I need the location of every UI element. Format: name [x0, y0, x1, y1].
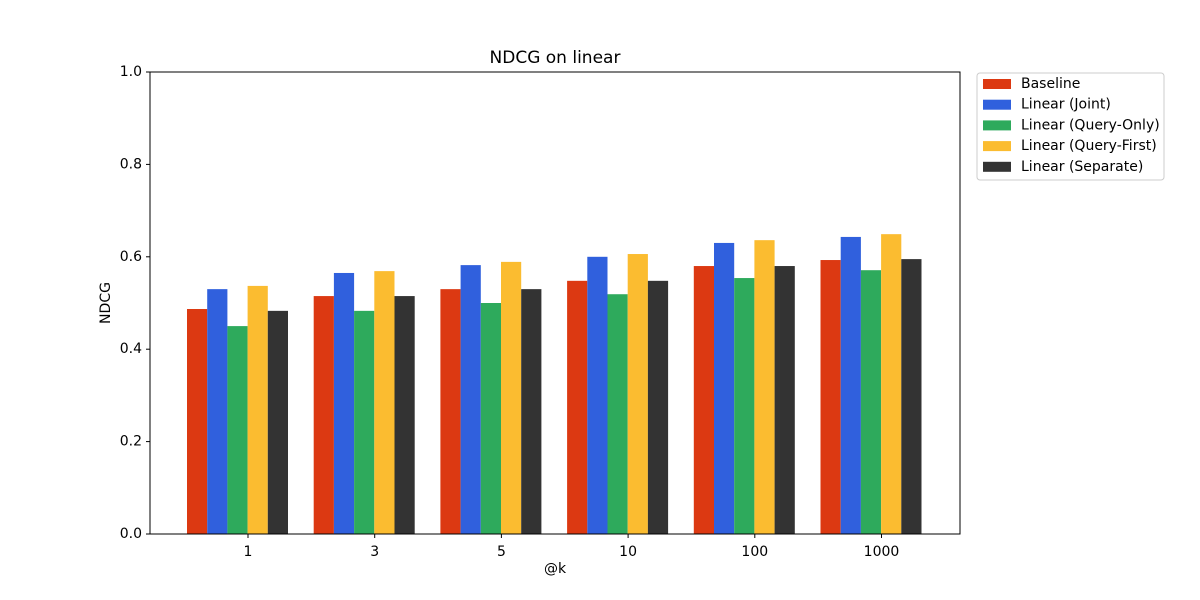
bar — [840, 236, 861, 534]
bar — [754, 240, 775, 534]
bar — [267, 310, 288, 534]
legend-label: Baseline — [1021, 76, 1080, 92]
bar — [460, 265, 481, 534]
x-tick-label: 10 — [619, 544, 637, 560]
x-tick-label: 100 — [741, 544, 768, 560]
bar — [313, 296, 334, 534]
y-tick-label: 0.6 — [120, 249, 142, 265]
x-axis-label: @k — [544, 561, 567, 577]
legend-swatch — [983, 79, 1011, 89]
legend-swatch — [983, 141, 1011, 152]
y-tick-label: 0.2 — [120, 434, 142, 450]
bar — [881, 234, 902, 535]
y-axis-label: NDCG — [98, 282, 114, 324]
chart-title: NDCG on linear — [490, 48, 621, 68]
bar — [227, 326, 248, 534]
legend-label: Linear (Query-First) — [1021, 138, 1157, 154]
bar — [860, 270, 882, 534]
bar — [901, 259, 922, 534]
y-tick-label: 0.8 — [120, 156, 142, 172]
bar — [774, 266, 795, 534]
y-tick-label: 0.4 — [120, 341, 142, 357]
x-tick-label: 1 — [244, 544, 253, 560]
bar — [607, 294, 628, 534]
bar — [734, 278, 755, 534]
legend-box — [976, 72, 1165, 181]
legend-swatch — [983, 120, 1011, 131]
bar — [247, 285, 268, 534]
legend-label: Linear (Query-Only) — [1021, 117, 1160, 133]
bar — [354, 310, 375, 534]
legend-label: Linear (Joint) — [1021, 97, 1111, 113]
bar — [501, 261, 522, 534]
y-tick-label: 0.0 — [120, 526, 142, 542]
bar — [587, 256, 608, 534]
bar — [714, 242, 735, 534]
bar — [820, 260, 841, 534]
x-tick-label: 5 — [497, 544, 506, 560]
bar — [693, 266, 714, 534]
legend-swatch — [983, 161, 1011, 172]
bar — [333, 272, 355, 534]
legend-swatch — [983, 99, 1011, 110]
bar — [567, 280, 588, 534]
bar — [207, 289, 228, 534]
bar — [647, 280, 669, 534]
bar — [440, 289, 461, 534]
bar — [521, 289, 542, 534]
bar — [480, 303, 501, 534]
bar — [187, 309, 208, 534]
bar — [394, 296, 415, 534]
plot-frame — [149, 71, 961, 535]
y-tick-label: 1.0 — [120, 64, 142, 80]
legend-label: Linear (Separate) — [1021, 159, 1143, 175]
x-tick-label: 1000 — [864, 544, 900, 560]
x-tick-label: 3 — [370, 544, 379, 560]
bar — [374, 271, 395, 534]
bar — [627, 254, 648, 534]
